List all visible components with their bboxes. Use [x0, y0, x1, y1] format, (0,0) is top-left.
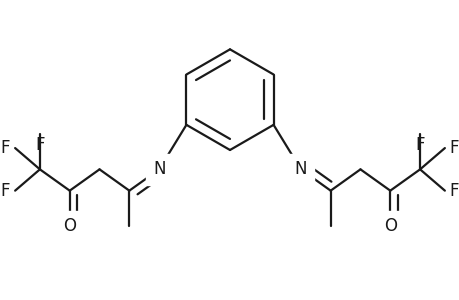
- Text: F: F: [449, 182, 458, 200]
- Text: F: F: [449, 139, 458, 157]
- Text: N: N: [152, 160, 165, 178]
- Text: O: O: [383, 217, 396, 235]
- Text: N: N: [294, 160, 307, 178]
- Text: F: F: [414, 136, 424, 154]
- Text: F: F: [1, 182, 10, 200]
- Text: O: O: [63, 217, 76, 235]
- Text: F: F: [35, 136, 45, 154]
- Text: F: F: [1, 139, 10, 157]
